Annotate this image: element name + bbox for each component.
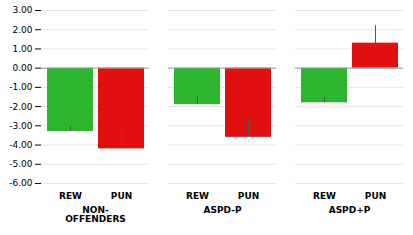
svg-text:NON-OFFENDERS: NON-OFFENDERS — [65, 205, 126, 224]
svg-text:REW: REW — [186, 191, 209, 201]
svg-text:-6.00: -6.00 — [9, 178, 33, 188]
svg-text:2.00: 2.00 — [12, 25, 32, 35]
svg-text:PUN: PUN — [111, 191, 132, 201]
svg-text:-2.00: -2.00 — [9, 101, 33, 111]
svg-text:-3.00: -3.00 — [9, 121, 33, 131]
svg-text:PUN: PUN — [238, 191, 259, 201]
svg-text:-1.00: -1.00 — [9, 82, 33, 92]
svg-text:PUN: PUN — [365, 191, 386, 201]
svg-text:REW: REW — [313, 191, 336, 201]
svg-text:0.00: 0.00 — [12, 63, 32, 73]
svg-text:-4.00: -4.00 — [9, 140, 33, 150]
svg-text:1.00: 1.00 — [12, 44, 32, 54]
svg-text:ASPD+P: ASPD+P — [329, 205, 371, 215]
svg-text:-5.00: -5.00 — [9, 159, 33, 169]
svg-text:3.00: 3.00 — [12, 5, 32, 15]
svg-text:REW: REW — [59, 191, 82, 201]
svg-text:ASPD-P: ASPD-P — [203, 205, 241, 215]
